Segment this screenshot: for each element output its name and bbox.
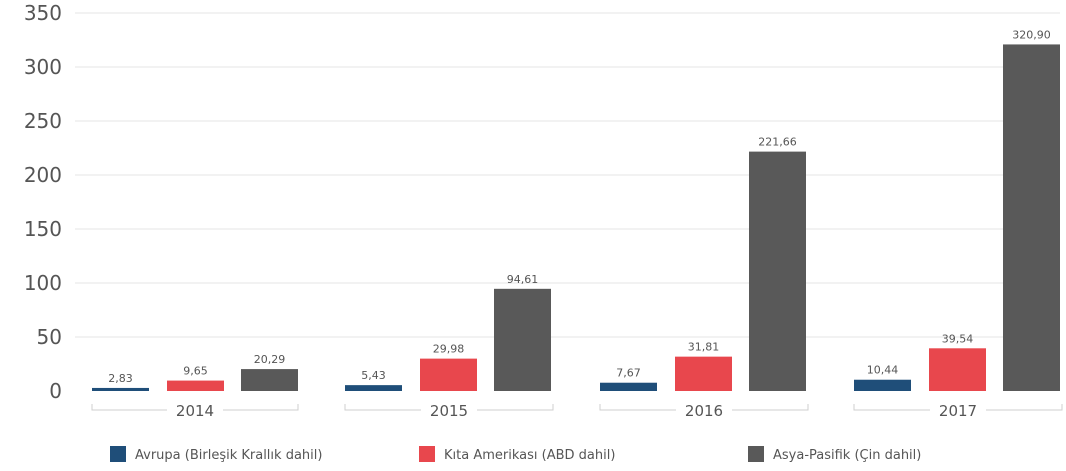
category-bracket-right <box>223 404 299 411</box>
data-label: 7,67 <box>616 367 641 380</box>
category-bracket-right <box>732 404 809 411</box>
y-tick-label: 150 <box>24 217 62 241</box>
data-label: 10,44 <box>867 364 899 377</box>
x-category-label: 2017 <box>939 402 977 420</box>
category-bracket-left <box>344 404 421 411</box>
data-label: 221,66 <box>758 136 797 149</box>
data-label: 320,90 <box>1012 28 1051 41</box>
legend-label: Kıta Amerikası (ABD dahil) <box>444 448 615 463</box>
legend: Avrupa (Birleşik Krallık dahil) Kıta Amer… <box>110 446 921 463</box>
data-label: 2,83 <box>108 372 133 385</box>
legend-swatch <box>419 446 435 462</box>
data-label: 29,98 <box>433 343 465 356</box>
bar-2016-series-2 <box>675 356 732 391</box>
y-tick-label: 0 <box>49 379 62 403</box>
bar-2014-series-3 <box>241 369 298 391</box>
legend-swatch <box>748 446 764 462</box>
bar-2017-series-1 <box>854 379 911 391</box>
category-bracket-left <box>599 404 676 411</box>
grid-lines <box>75 12 1060 338</box>
legend-label: Avrupa (Birleşik Krallık dahil) <box>135 448 322 463</box>
y-tick-label: 250 <box>24 109 62 133</box>
data-labels: 2,83 5,43 7,67 10,44 9,65 29,98 31,81 39,54 20,2… <box>108 28 1051 385</box>
x-category-label: 2015 <box>430 402 468 420</box>
data-label: 9,65 <box>183 365 208 378</box>
y-axis-tick-labels: 0 50 100 150 200 250 300 350 <box>24 1 62 403</box>
category-bracket-right <box>477 404 554 411</box>
y-tick-label: 50 <box>37 325 62 349</box>
bar-2015-series-3 <box>494 288 551 391</box>
category-bracket-left <box>91 404 167 411</box>
y-tick-label: 100 <box>24 271 62 295</box>
bar-2014-series-1 <box>92 387 149 391</box>
x-category-label: 2016 <box>685 402 723 420</box>
category-bracket-left <box>853 404 930 411</box>
data-label: 39,54 <box>942 332 974 345</box>
y-tick-label: 200 <box>24 163 62 187</box>
data-label: 5,43 <box>361 369 386 382</box>
bar-2017-series-2 <box>929 348 986 391</box>
bars <box>92 44 1060 391</box>
bar-2015-series-2 <box>420 358 477 391</box>
bar-2016-series-1 <box>600 382 657 391</box>
y-tick-label: 350 <box>24 1 62 25</box>
data-label: 94,61 <box>507 273 539 286</box>
data-label: 20,29 <box>254 353 286 366</box>
category-axis: 2014 2015 2016 2017 <box>91 402 1063 420</box>
bar-2017-series-3 <box>1003 44 1060 391</box>
bar-2014-series-2 <box>167 380 224 391</box>
data-label: 31,81 <box>688 341 720 354</box>
legend-swatch <box>110 446 126 462</box>
bar-2016-series-3 <box>749 151 806 391</box>
y-tick-label: 300 <box>24 55 62 79</box>
legend-label: Asya-Pasifik (Çin dahil) <box>773 448 921 463</box>
x-category-label: 2014 <box>176 402 214 420</box>
bar-2015-series-1 <box>345 385 402 391</box>
category-bracket-right <box>986 404 1063 411</box>
